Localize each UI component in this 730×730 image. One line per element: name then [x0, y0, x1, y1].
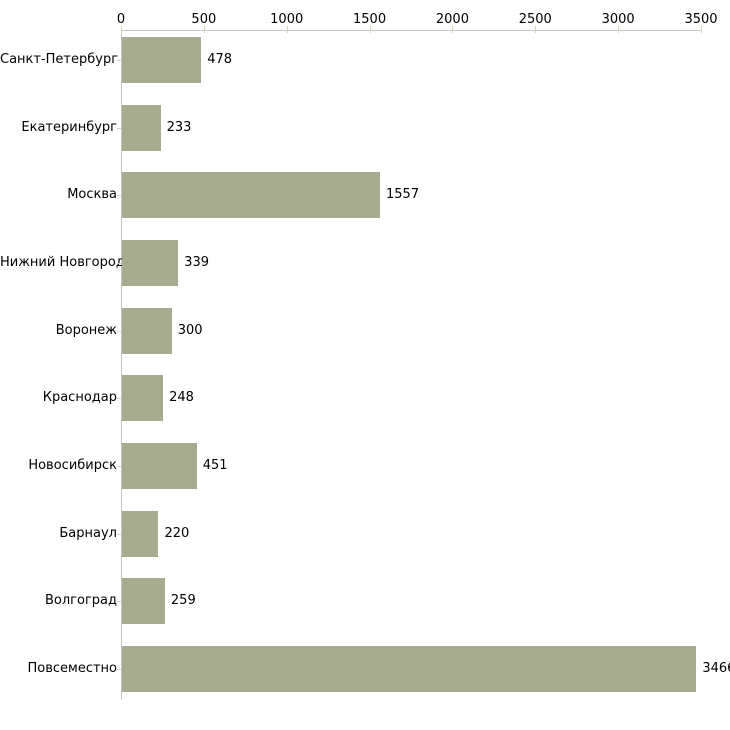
value-label: 1557: [386, 187, 420, 203]
x-tick-mark: [369, 26, 371, 33]
bar: [122, 104, 161, 151]
x-tick-label: 2000: [435, 12, 469, 27]
value-label: 248: [169, 390, 194, 406]
x-tick-mark: [452, 26, 454, 33]
x-tick-mark: [535, 26, 537, 33]
x-tick-label: 500: [191, 12, 217, 27]
y-tick-mark: [117, 262, 121, 264]
value-label: 300: [177, 322, 203, 338]
x-tick-label: 3500: [684, 12, 718, 27]
x-tick-label: 0: [116, 12, 126, 27]
value-label: 478: [207, 52, 233, 67]
value-label: 220: [164, 525, 190, 541]
category-label: Нижний Новгород: [0, 254, 125, 270]
y-tick-mark: [117, 60, 121, 61]
y-tick-mark: [117, 195, 121, 197]
x-tick-label: 1000: [270, 12, 304, 27]
bar: [122, 442, 197, 489]
y-tick-mark: [117, 533, 121, 535]
x-tick-mark: [121, 26, 122, 33]
value-label: 451: [202, 457, 228, 473]
value-label: 3466: [702, 660, 730, 676]
bar: [122, 645, 697, 692]
x-axis-line: [121, 30, 702, 31]
bar: [122, 37, 202, 83]
y-tick-mark: [117, 398, 121, 400]
bar: [122, 172, 381, 219]
bar: [122, 239, 179, 286]
category-label: Москва: [67, 187, 117, 203]
y-axis-line: [121, 30, 122, 700]
y-tick-mark: [117, 330, 121, 332]
y-tick-mark: [117, 127, 121, 129]
value-label: 233: [166, 119, 192, 135]
x-tick-label: 3000: [601, 12, 635, 27]
x-tick-mark: [203, 26, 205, 33]
category-label: Новосибирск: [28, 457, 117, 473]
category-label: Санкт-Петербург: [0, 52, 119, 67]
bar: [122, 307, 172, 354]
category-label: Повсеместно: [27, 660, 117, 676]
y-tick-mark: [117, 601, 121, 603]
x-tick-mark: [701, 26, 702, 33]
x-tick-label: 1500: [353, 12, 387, 27]
bar: [122, 578, 165, 625]
x-tick-mark: [618, 26, 620, 33]
y-tick-mark: [117, 668, 121, 670]
value-label: 339: [184, 254, 209, 270]
bar: [122, 375, 164, 422]
y-tick-mark: [117, 465, 121, 467]
x-tick-mark: [286, 26, 288, 33]
category-label: Краснодар: [42, 390, 117, 406]
category-label: Екатеринбург: [21, 119, 117, 135]
bar: [122, 510, 159, 557]
category-label: Барнаул: [59, 525, 117, 541]
category-label: Воронеж: [55, 322, 117, 338]
value-label: 259: [170, 593, 196, 609]
x-tick-label: 2500: [518, 12, 552, 27]
category-label: Волгоград: [44, 593, 117, 609]
